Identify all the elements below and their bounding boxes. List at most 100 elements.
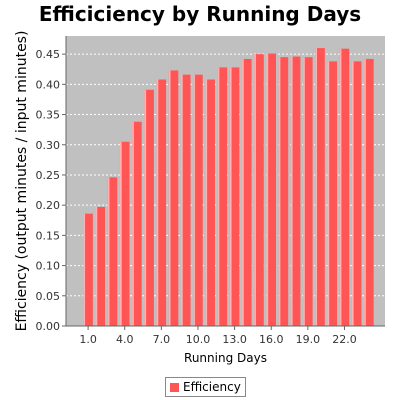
bar-fill [339,48,350,326]
bar-fill [168,70,179,326]
chart-title: Efficiciency by Running Days [38,2,362,26]
bar-fill [351,61,362,326]
bar-fill [229,67,240,327]
y-tick-label: 0.40 [36,78,61,91]
bar [351,61,362,326]
bar-highlight [254,54,256,326]
bar [339,48,350,326]
x-tick-label: 13.0 [222,333,247,346]
bar-fill [144,89,154,326]
bar [132,121,142,327]
bar [217,67,228,327]
bar-highlight [303,57,305,326]
x-tick-label: 7.0 [153,333,171,346]
bar [266,53,276,326]
bar-highlight [351,61,354,326]
y-tick-label: 0.20 [36,199,61,212]
bar-highlight [168,70,171,326]
bar-fill [278,57,289,326]
bar [168,70,179,326]
bar [107,177,118,326]
bar [156,79,167,326]
bar-highlight [144,89,147,326]
y-tick-label: 0.15 [36,229,61,242]
bar-highlight [364,58,366,326]
bar-highlight [95,206,98,326]
y-tick-label: 0.00 [36,320,61,333]
bar-fill [181,74,191,327]
bar-fill [107,177,118,326]
bars [83,48,374,327]
bar [315,48,325,326]
bar-fill [364,58,374,326]
axes: 0.00 0.05 0.10 0.15 0.20 0.25 0.30 0.35 0.40 0.45… [36,36,385,346]
bar-highlight [217,67,220,327]
bar-fill [254,54,264,326]
bar [181,74,191,327]
bar-highlight [132,121,134,327]
bar-fill [156,79,167,326]
bar [290,56,301,327]
bar-highlight [242,58,244,326]
bar-fill [242,58,252,326]
bar [278,57,289,326]
bar-highlight [266,53,269,326]
bar-highlight [83,213,86,326]
bar-highlight [229,67,232,327]
bar-highlight [327,61,330,326]
bar-fill [83,213,93,326]
bar [83,213,93,326]
bar [144,89,154,326]
bar-fill [119,141,130,326]
bar [254,54,264,326]
bar-highlight [278,57,281,326]
bar-highlight [290,56,293,327]
bar [364,58,374,326]
bar-fill [205,79,215,326]
bar-fill [315,48,325,326]
bar [229,67,240,327]
bar-fill [95,206,106,326]
y-tick-label: 0.10 [36,260,61,273]
x-tick-label: 19.0 [296,333,321,346]
bar-highlight [339,48,342,326]
bar [242,58,252,326]
y-tick-label: 0.05 [36,290,61,303]
bar-fill [303,57,313,326]
x-tick-label: 16.0 [259,333,284,346]
y-tick-label: 0.35 [36,109,61,122]
bar-fill [327,61,338,326]
bar [95,206,106,326]
bar-highlight [315,48,318,326]
bar-highlight [156,79,159,326]
bar-fill [266,53,276,326]
y-tick-label: 0.30 [36,139,61,152]
bar-fill [217,67,228,327]
x-tick-label: 22.0 [332,333,357,346]
legend-label: Efficiency [183,380,241,394]
y-tick-label: 0.25 [36,169,61,182]
bar-fill [132,121,142,327]
bar [193,74,203,327]
x-tick-label: 4.0 [116,333,134,346]
bar [119,141,130,326]
y-axis-label: Efficiency (output minutes / input minut… [14,31,30,332]
bar-highlight [205,79,208,326]
bar-fill [290,56,301,327]
bar-highlight [193,74,195,327]
legend: Efficiency [165,377,246,397]
x-axis-label: Running Days [184,351,267,365]
bar-highlight [119,141,122,326]
bar [303,57,313,326]
bar [327,61,338,326]
bar-highlight [181,74,183,327]
y-tick-label: 0.45 [36,48,61,61]
bar-fill [193,74,203,327]
bar [205,79,215,326]
x-tick-label: 1.0 [79,333,97,346]
legend-swatch [170,382,179,392]
bar-highlight [107,177,110,326]
x-tick-label: 10.0 [186,333,211,346]
